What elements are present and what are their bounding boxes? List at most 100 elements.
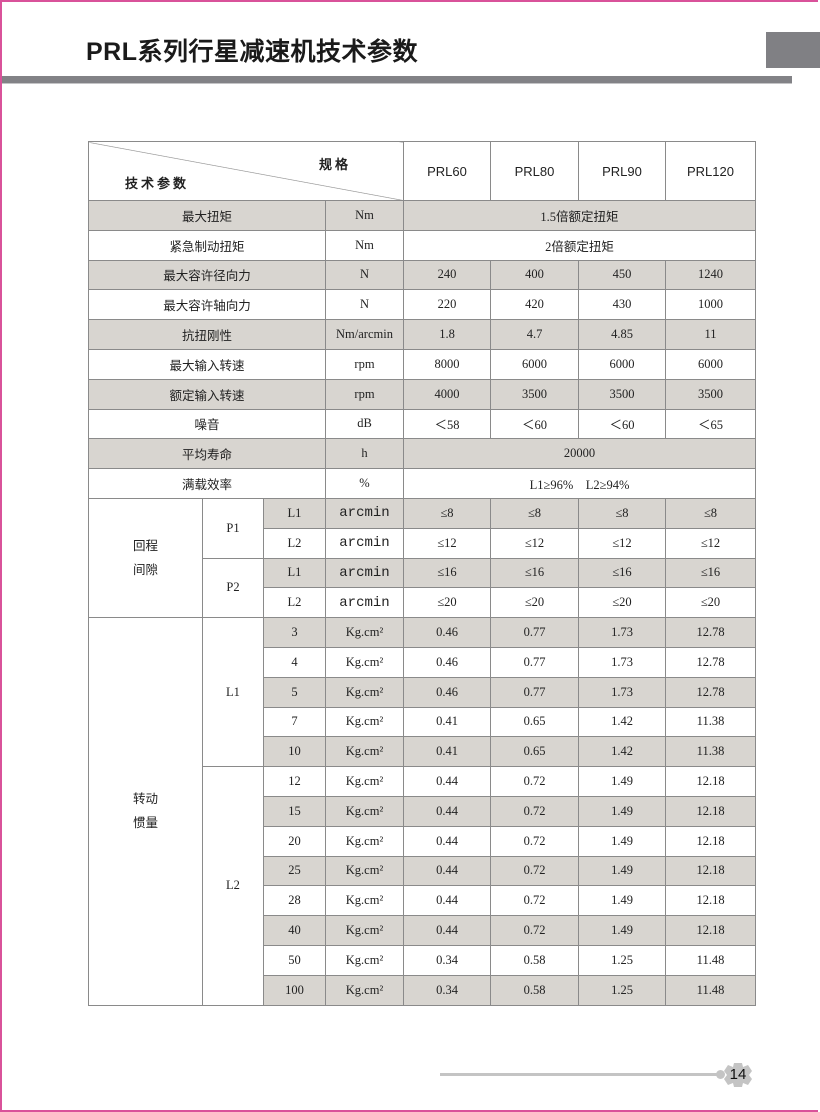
- value: 12.78: [665, 676, 756, 708]
- value: ≤20: [665, 587, 756, 619]
- param-name: 最大容许径向力: [88, 259, 326, 291]
- table-row: 额定输入转速 rpm 4000 3500 3500 3500: [88, 378, 756, 410]
- inertia-row: L2 12 Kg.cm² 0.44 0.72 1.49 12.18: [89, 766, 756, 1006]
- table-row: 平均寿命 h 20000: [88, 438, 756, 470]
- value: 1240: [665, 259, 756, 291]
- value: ≤8: [578, 497, 666, 529]
- stage: L2: [202, 766, 264, 1006]
- ratio: 7: [263, 706, 326, 738]
- value: 0.77: [490, 646, 579, 678]
- value: 0.46: [403, 617, 491, 648]
- backlash-label: 回程 间隙: [88, 497, 203, 619]
- unit: rpm: [325, 378, 404, 410]
- value: 240: [403, 259, 491, 291]
- value: 450: [578, 259, 666, 291]
- value: 400: [490, 259, 579, 291]
- value: 12.18: [665, 915, 756, 946]
- ratio: 10: [263, 736, 326, 768]
- value: 1.49: [578, 885, 666, 917]
- unit: %: [325, 468, 404, 499]
- value: 12.18: [665, 795, 756, 827]
- value: 0.44: [403, 795, 491, 827]
- value: 4.7: [490, 319, 579, 350]
- model-header: PRL60: [403, 141, 491, 201]
- value: 12.78: [665, 617, 756, 648]
- model-header: PRL120: [665, 141, 756, 201]
- value: 3500: [490, 378, 579, 410]
- value: ＜60: [490, 408, 579, 440]
- table-row: 噪音 dB ＜58 ＜60 ＜60 ＜65: [88, 408, 756, 440]
- precision-class: P2: [202, 557, 264, 619]
- ratio: 5: [263, 676, 326, 708]
- param-label: 技术参数: [125, 176, 190, 191]
- value: ≤20: [578, 587, 666, 619]
- param-name: 额定输入转速: [88, 378, 326, 410]
- unit: Kg.cm²: [325, 795, 404, 827]
- value: 0.72: [490, 825, 579, 857]
- header-row: 规格 技术参数 PRL60 PRL80 PRL90 PRL120: [88, 141, 756, 201]
- value: 6000: [490, 348, 579, 380]
- footer-line: [440, 1073, 720, 1076]
- value: 12.18: [665, 825, 756, 857]
- ratio: 25: [263, 855, 326, 887]
- value: 12.18: [665, 885, 756, 917]
- value: ＜58: [403, 408, 491, 440]
- ratio: 15: [263, 795, 326, 827]
- spec-table: 规格 技术参数 PRL60 PRL80 PRL90 PRL120 最大扭矩 Nm 1…: [88, 141, 756, 1006]
- value: ≤8: [490, 497, 579, 529]
- stage: L1: [263, 497, 326, 529]
- unit: Kg.cm²: [325, 944, 404, 976]
- value: 11.48: [665, 944, 756, 976]
- unit: rpm: [325, 348, 404, 380]
- unit: arcmin: [325, 557, 404, 589]
- value: 220: [403, 289, 491, 321]
- unit: Nm: [325, 229, 404, 261]
- unit: arcmin: [325, 527, 404, 559]
- unit: Kg.cm²: [325, 825, 404, 857]
- value: 0.58: [490, 944, 579, 976]
- value: 430: [578, 289, 666, 321]
- value: 3500: [578, 378, 666, 410]
- value: 1.49: [578, 795, 666, 827]
- value: 0.44: [403, 766, 491, 797]
- unit: Kg.cm²: [325, 885, 404, 917]
- value: ≤16: [490, 557, 579, 589]
- inertia-row: 转动 惯量 L1 3 Kg.cm² 0.46 0.77 1.73 12.78: [88, 617, 756, 1006]
- param-name: 平均寿命: [88, 438, 326, 470]
- value: 0.65: [490, 736, 579, 768]
- value: 420: [490, 289, 579, 321]
- value: 12.18: [665, 766, 756, 797]
- value: 0.34: [403, 974, 491, 1006]
- inertia-row: 50 Kg.cm² 0.34 0.58 1.25 11.48: [89, 944, 756, 976]
- value: 11.38: [665, 736, 756, 768]
- ratio: 20: [263, 825, 326, 857]
- value: 0.44: [403, 855, 491, 887]
- table-row: 最大容许轴向力 N 220 420 430 1000: [88, 289, 756, 321]
- gear-icon: [724, 1063, 752, 1087]
- value: ＜65: [665, 408, 756, 440]
- unit: arcmin: [325, 497, 404, 529]
- ratio: 40: [263, 915, 326, 946]
- model-header: PRL80: [490, 141, 579, 201]
- value: 0.46: [403, 676, 491, 708]
- value: 0.72: [490, 795, 579, 827]
- inertia-row: 5 Kg.cm² 0.46 0.77 1.73 12.78: [89, 676, 756, 708]
- backlash-row: P2 L1 arcmin ≤16 ≤16 ≤16 ≤16: [89, 557, 756, 619]
- value: 1.73: [578, 646, 666, 678]
- value: 3500: [665, 378, 756, 410]
- precision-class: P1: [202, 497, 264, 559]
- table-row: 最大容许径向力 N 240 400 450 1240: [88, 259, 756, 291]
- ratio: 50: [263, 944, 326, 976]
- backlash-label-text: 回程 间隙: [132, 539, 158, 578]
- spec-label: 规格: [318, 157, 351, 172]
- table-row: 抗扭刚性 Nm/arcmin 1.8 4.7 4.85 11: [88, 319, 756, 350]
- param-name: 满载效率: [88, 468, 326, 499]
- value: 0.44: [403, 885, 491, 917]
- value: 1.42: [578, 706, 666, 738]
- value: 0.72: [490, 855, 579, 887]
- title-rule: [2, 76, 792, 84]
- merged-value: L1≥96% L2≥94%: [403, 468, 756, 499]
- value: ＜60: [578, 408, 666, 440]
- value: 1.42: [578, 736, 666, 768]
